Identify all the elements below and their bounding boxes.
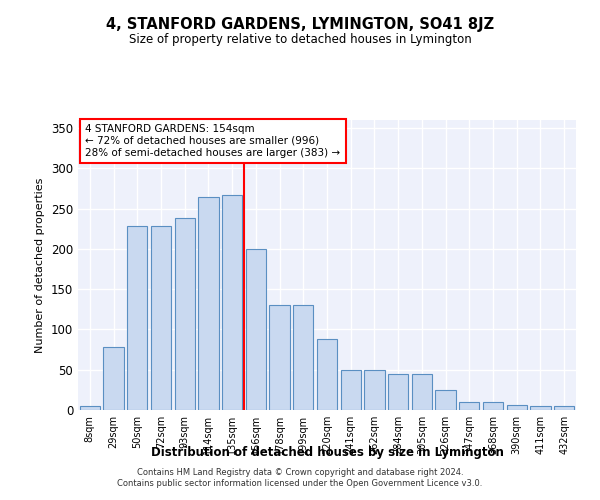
Bar bbox=[222, 195, 242, 410]
Bar bbox=[293, 306, 313, 410]
Bar bbox=[388, 374, 408, 410]
Bar bbox=[341, 370, 361, 410]
Text: Distribution of detached houses by size in Lymington: Distribution of detached houses by size … bbox=[151, 446, 503, 459]
Bar bbox=[483, 402, 503, 410]
Bar bbox=[436, 390, 455, 410]
Y-axis label: Number of detached properties: Number of detached properties bbox=[35, 178, 46, 352]
Text: 4 STANFORD GARDENS: 154sqm
← 72% of detached houses are smaller (996)
28% of sem: 4 STANFORD GARDENS: 154sqm ← 72% of deta… bbox=[85, 124, 341, 158]
Text: Contains HM Land Registry data © Crown copyright and database right 2024.
Contai: Contains HM Land Registry data © Crown c… bbox=[118, 468, 482, 487]
Bar bbox=[175, 218, 195, 410]
Bar bbox=[364, 370, 385, 410]
Bar bbox=[246, 249, 266, 410]
Text: Size of property relative to detached houses in Lymington: Size of property relative to detached ho… bbox=[128, 32, 472, 46]
Bar bbox=[412, 374, 432, 410]
Bar bbox=[554, 406, 574, 410]
Bar bbox=[317, 339, 337, 410]
Bar bbox=[269, 306, 290, 410]
Bar bbox=[199, 196, 218, 410]
Text: 4, STANFORD GARDENS, LYMINGTON, SO41 8JZ: 4, STANFORD GARDENS, LYMINGTON, SO41 8JZ bbox=[106, 18, 494, 32]
Bar bbox=[530, 406, 551, 410]
Bar bbox=[127, 226, 148, 410]
Bar bbox=[151, 226, 171, 410]
Bar bbox=[80, 406, 100, 410]
Bar bbox=[103, 347, 124, 410]
Bar bbox=[506, 405, 527, 410]
Bar bbox=[459, 402, 479, 410]
